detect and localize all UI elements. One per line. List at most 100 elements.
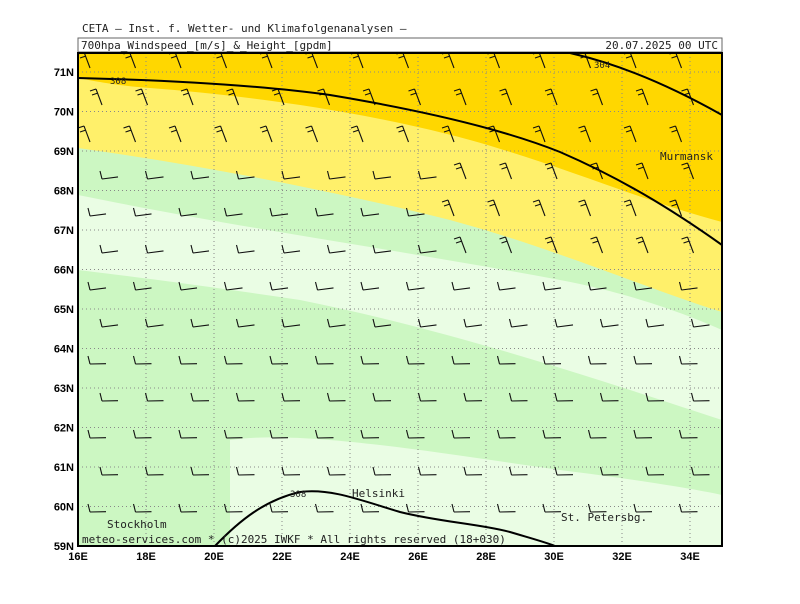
- wind-barb: [326, 244, 346, 254]
- contour-label: 304: [594, 61, 610, 71]
- wind-barb: [635, 236, 649, 254]
- wind-barb: [441, 125, 455, 143]
- wind-barb: [281, 392, 301, 402]
- wind-barb: [87, 207, 107, 217]
- wind-barb: [269, 281, 289, 291]
- wind-barb: [496, 281, 516, 291]
- wind-barb: [451, 429, 471, 439]
- place-label: Helsinki: [352, 487, 405, 500]
- wind-barb: [350, 125, 364, 143]
- wind-barb: [633, 503, 653, 513]
- wind-barb: [587, 429, 607, 439]
- lat-label: 65N: [54, 304, 74, 316]
- wind-barb: [314, 355, 334, 365]
- wind-barb: [678, 355, 698, 365]
- wind-barb: [326, 170, 346, 180]
- wind-barb: [542, 355, 562, 365]
- wind-barb: [590, 236, 604, 254]
- wind-barb: [417, 244, 437, 254]
- wind-barb: [463, 392, 483, 402]
- wind-barb: [372, 170, 392, 180]
- wind-barb: [578, 199, 592, 217]
- wind-barb: [396, 125, 410, 143]
- wind-barb: [235, 244, 255, 254]
- wind-barb: [681, 162, 695, 180]
- wind-barb: [144, 466, 164, 476]
- wind-barb: [178, 207, 198, 217]
- height-contour: [78, 77, 722, 246]
- wind-barb: [259, 125, 273, 143]
- wind-barb: [623, 199, 637, 217]
- wind-barb: [360, 429, 380, 439]
- wind-barb: [360, 281, 380, 291]
- wind-barb: [360, 207, 380, 217]
- wind-barb: [305, 125, 319, 143]
- wind-barb: [681, 236, 695, 254]
- wind-barb: [542, 503, 562, 513]
- wind-barb: [451, 355, 471, 365]
- wind-barb: [123, 125, 137, 143]
- wind-barb: [190, 244, 210, 254]
- wind-barb: [314, 503, 334, 513]
- wind-barb: [135, 88, 149, 106]
- wind-barb: [623, 125, 637, 143]
- wind-barb: [99, 318, 119, 328]
- lat-label: 67N: [54, 225, 74, 237]
- wind-barb: [635, 162, 649, 180]
- wind-barb: [508, 466, 528, 476]
- lat-label: 69N: [54, 146, 74, 158]
- wind-barb: [360, 503, 380, 513]
- wind-barb: [223, 281, 243, 291]
- lon-label: 24E: [340, 551, 360, 563]
- wind-barb: [487, 199, 501, 217]
- wind-barb: [132, 355, 152, 365]
- wind-barb: [190, 392, 210, 402]
- wind-barb: [314, 281, 334, 291]
- wind-barb: [178, 429, 198, 439]
- lon-label: 16E: [68, 551, 88, 563]
- wind-barb: [587, 503, 607, 513]
- wind-barb: [463, 318, 483, 328]
- height-contour: [214, 490, 556, 546]
- wind-barb: [180, 88, 194, 106]
- wind-barb: [599, 466, 619, 476]
- wind-barb: [578, 125, 592, 143]
- wind-barb: [190, 466, 210, 476]
- wind-barb: [678, 281, 698, 291]
- wind-barb: [314, 207, 334, 217]
- wind-barb: [544, 236, 558, 254]
- place-label: St. Petersbg.: [561, 511, 647, 524]
- wind-barb: [508, 392, 528, 402]
- wind-barb: [645, 392, 665, 402]
- lat-label: 70N: [54, 107, 74, 119]
- lon-label: 22E: [272, 551, 292, 563]
- wind-barb: [89, 88, 103, 106]
- wind-barb: [405, 429, 425, 439]
- wind-barb: [587, 355, 607, 365]
- wind-barb: [669, 199, 683, 217]
- wind-barb: [542, 281, 562, 291]
- wind-barb: [532, 199, 546, 217]
- wind-barb: [417, 466, 437, 476]
- wind-barb: [496, 503, 516, 513]
- map-date: 20.07.2025 00 UTC: [605, 39, 718, 52]
- lon-label: 28E: [476, 551, 496, 563]
- wind-barb: [269, 429, 289, 439]
- wind-barb: [326, 392, 346, 402]
- wind-barb: [235, 170, 255, 180]
- lon-label: 32E: [612, 551, 632, 563]
- wind-barb: [499, 162, 513, 180]
- wind-barb: [544, 88, 558, 106]
- wind-barb: [314, 429, 334, 439]
- wind-barb: [405, 503, 425, 513]
- wind-barb: [590, 88, 604, 106]
- wind-barb: [599, 392, 619, 402]
- band-pale: [230, 437, 722, 546]
- wind-barb: [132, 503, 152, 513]
- wind-barb: [417, 318, 437, 328]
- wind-barb: [645, 466, 665, 476]
- wind-barb: [178, 503, 198, 513]
- map-field: [78, 53, 722, 546]
- wind-barb: [235, 392, 255, 402]
- wind-barb: [508, 318, 528, 328]
